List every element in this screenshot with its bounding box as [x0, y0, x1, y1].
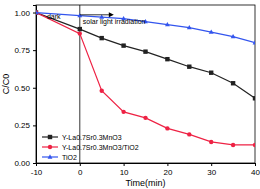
- x-axis: -10 0 10 20 30 40: [31, 163, 260, 177]
- data-point: [253, 40, 255, 44]
- legend-marker: [48, 135, 52, 139]
- y-tick-label: 1.00: [14, 9, 30, 18]
- y-tick: 0.75: [14, 46, 36, 55]
- y-tick-label: 0.75: [14, 46, 30, 55]
- x-tick: 40: [251, 163, 260, 177]
- x-tick-label: 40: [251, 168, 260, 177]
- x-tick-mark: [211, 163, 212, 166]
- data-point: [100, 89, 104, 93]
- x-tick-mark: [124, 163, 125, 166]
- arrow-shaft: [80, 14, 111, 15]
- y-tick-mark: [33, 163, 36, 164]
- legend-item: TiO2: [42, 154, 77, 161]
- data-point: [165, 126, 169, 130]
- legend: Y-La0.7Sr0.3MnO3 Y-La0.7Sr0.3MnO3/TiO2 TiO…: [42, 134, 139, 161]
- x-tick-label: -10: [31, 168, 43, 177]
- legend-item: Y-La0.7Sr0.3MnO3/TiO2: [42, 144, 139, 151]
- data-point: [143, 49, 147, 53]
- data-point: [165, 57, 169, 61]
- x-axis-line: [37, 164, 256, 167]
- y-tick: 0.00: [14, 159, 36, 168]
- data-point: [231, 81, 235, 85]
- data-point: [165, 22, 170, 26]
- data-point: [78, 31, 82, 35]
- y-tick: 1.00: [14, 9, 36, 18]
- data-area: [36, 5, 255, 163]
- data-point: [78, 27, 82, 31]
- chart: -10 0 10 20 30 40 0.00 0.25 0.50 0.75 1.00 dark sola…: [0, 0, 260, 189]
- y-axis-title: C/C0: [1, 74, 11, 95]
- y-tick: 0.25: [14, 121, 36, 130]
- data-point: [187, 64, 191, 68]
- x-tick-mark: [255, 163, 256, 166]
- data-point: [121, 110, 125, 114]
- x-tick-label: 0: [78, 168, 83, 177]
- y-tick-label: 0.50: [14, 84, 30, 93]
- data-point: [121, 43, 125, 47]
- arrow-head: [109, 12, 114, 17]
- y-tick-mark: [33, 125, 36, 126]
- legend-label: TiO2: [62, 154, 77, 161]
- x-tick: 0: [78, 163, 83, 177]
- legend-label: Y-La0.7Sr0.3MnO3/TiO2: [62, 144, 139, 151]
- legend-marker: [48, 145, 52, 149]
- x-tick-label: 30: [207, 168, 216, 177]
- x-tick-mark: [80, 163, 81, 166]
- data-point: [231, 34, 236, 38]
- data-point: [209, 140, 213, 144]
- y-tick-mark: [33, 50, 36, 51]
- series-line: [36, 13, 255, 145]
- x-tick: 30: [207, 163, 216, 177]
- x-axis-title: Time(min): [125, 178, 165, 188]
- x-tick: 10: [120, 163, 129, 177]
- data-point: [253, 96, 255, 100]
- annotation: dark: [47, 13, 61, 20]
- y-tick: 0.50: [14, 84, 36, 93]
- data-point: [143, 116, 147, 120]
- x-tick: 20: [163, 163, 172, 177]
- data-point: [209, 29, 214, 33]
- y-tick-label: 0.00: [14, 159, 30, 168]
- series-line: [36, 13, 255, 43]
- y-axis-line: [33, 6, 37, 164]
- annotation: solar light irradiation: [83, 18, 146, 26]
- legend-item: Y-La0.7Sr0.3MnO3: [42, 134, 122, 141]
- data-point: [231, 143, 235, 147]
- data-point: [187, 132, 191, 136]
- x-tick-label: 10: [120, 168, 129, 177]
- plot-frame: [36, 5, 255, 163]
- annotations: dark solar light irradiation: [47, 12, 146, 26]
- y-tick-mark: [33, 13, 36, 14]
- plot: -10 0 10 20 30 40 0.00 0.25 0.50 0.75 1.00 dark sola…: [14, 5, 260, 177]
- data-point: [209, 71, 213, 75]
- legend-label: Y-La0.7Sr0.3MnO3: [62, 134, 122, 141]
- series-line: [36, 13, 255, 99]
- data-point: [100, 36, 104, 40]
- y-axis: 0.00 0.25 0.50 0.75 1.00: [14, 6, 36, 169]
- legend-marker: [48, 154, 53, 158]
- data-point: [36, 10, 38, 14]
- x-tick-label: 20: [163, 168, 172, 177]
- x-tick: -10: [31, 163, 43, 177]
- y-tick-label: 0.25: [14, 121, 30, 130]
- data-point: [187, 25, 192, 29]
- y-tick-mark: [33, 88, 36, 89]
- x-tick-mark: [167, 163, 168, 166]
- data-point: [253, 143, 255, 147]
